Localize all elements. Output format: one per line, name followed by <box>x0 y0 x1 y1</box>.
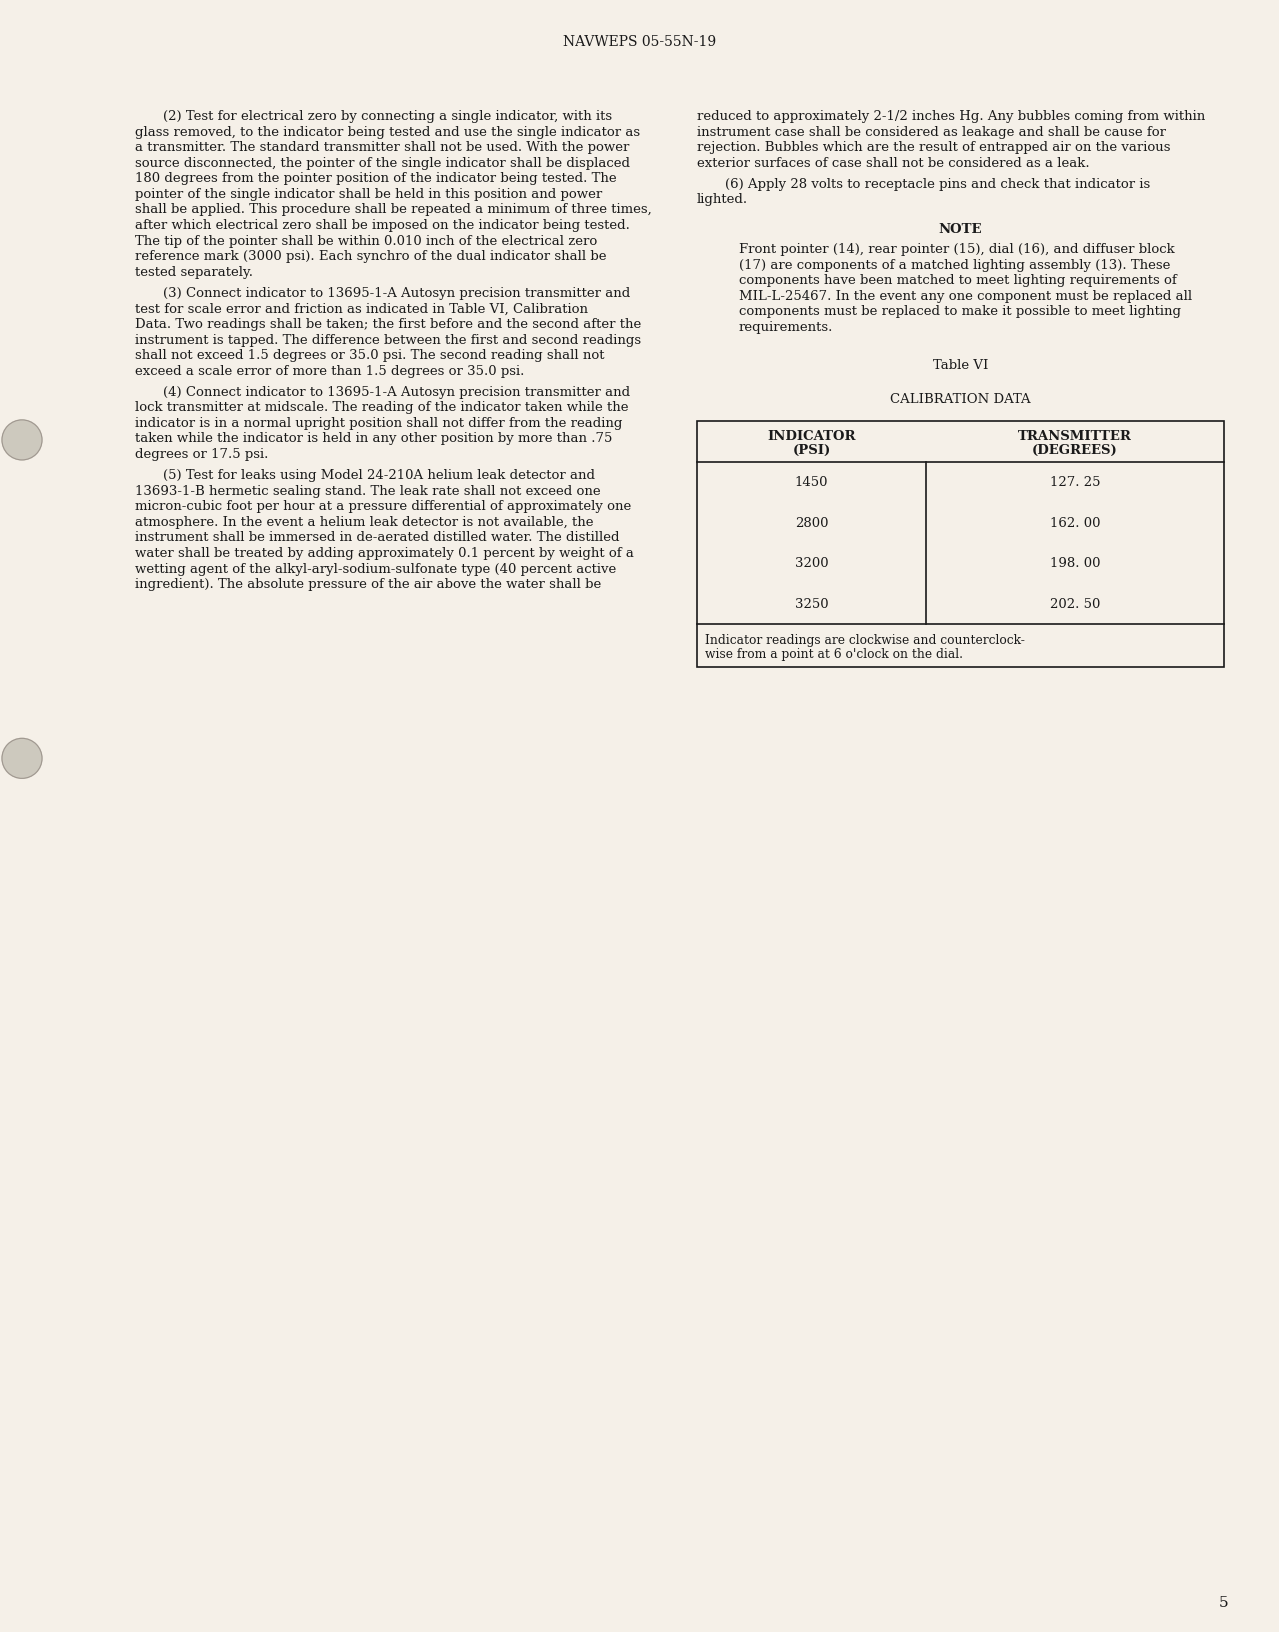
Text: INDICATOR: INDICATOR <box>767 429 856 442</box>
Text: taken while the indicator is held in any other position by more than .75: taken while the indicator is held in any… <box>136 432 613 446</box>
Text: lock transmitter at midscale. The reading of the indicator taken while the: lock transmitter at midscale. The readin… <box>136 401 628 415</box>
Text: wise from a point at 6 o'clock on the dial.: wise from a point at 6 o'clock on the di… <box>705 648 963 661</box>
Text: shall not exceed 1.5 degrees or 35.0 psi. The second reading shall not: shall not exceed 1.5 degrees or 35.0 psi… <box>136 349 605 362</box>
Text: The tip of the pointer shall be within 0.010 inch of the electrical zero: The tip of the pointer shall be within 0… <box>136 235 597 248</box>
Text: Front pointer (14), rear pointer (15), dial (16), and diffuser block: Front pointer (14), rear pointer (15), d… <box>739 243 1174 256</box>
Text: 198. 00: 198. 00 <box>1050 557 1100 570</box>
Text: (6) Apply 28 volts to receptacle pins and check that indicator is: (6) Apply 28 volts to receptacle pins an… <box>725 178 1150 191</box>
Text: instrument shall be immersed in de-aerated distilled water. The distilled: instrument shall be immersed in de-aerat… <box>136 530 619 543</box>
Text: (4) Connect indicator to 13695-1-A Autosyn precision transmitter and: (4) Connect indicator to 13695-1-A Autos… <box>162 385 629 398</box>
Text: wetting agent of the alkyl-aryl-sodium-sulfonate type (40 percent active: wetting agent of the alkyl-aryl-sodium-s… <box>136 563 616 574</box>
Text: instrument case shall be considered as leakage and shall be cause for: instrument case shall be considered as l… <box>697 126 1166 139</box>
Text: 1450: 1450 <box>794 477 829 490</box>
Text: (17) are components of a matched lighting assembly (13). These: (17) are components of a matched lightin… <box>739 258 1170 271</box>
Text: exterior surfaces of case shall not be considered as a leak.: exterior surfaces of case shall not be c… <box>697 157 1090 170</box>
Text: Indicator readings are clockwise and counterclock-: Indicator readings are clockwise and cou… <box>705 633 1024 646</box>
Text: degrees or 17.5 psi.: degrees or 17.5 psi. <box>136 447 269 460</box>
Circle shape <box>3 739 42 778</box>
Text: water shall be treated by adding approximately 0.1 percent by weight of a: water shall be treated by adding approxi… <box>136 547 634 560</box>
Text: (PSI): (PSI) <box>793 444 831 457</box>
Text: a transmitter. The standard transmitter shall not be used. With the power: a transmitter. The standard transmitter … <box>136 140 629 153</box>
Text: Table VI: Table VI <box>932 359 989 372</box>
Text: indicator is in a normal upright position shall not differ from the reading: indicator is in a normal upright positio… <box>136 416 623 429</box>
Text: (3) Connect indicator to 13695-1-A Autosyn precision transmitter and: (3) Connect indicator to 13695-1-A Autos… <box>162 287 631 300</box>
Text: 3250: 3250 <box>794 597 829 610</box>
Text: glass removed, to the indicator being tested and use the single indicator as: glass removed, to the indicator being te… <box>136 126 640 139</box>
Text: requirements.: requirements. <box>739 322 833 335</box>
Text: NAVWEPS 05-55N-19: NAVWEPS 05-55N-19 <box>563 34 716 49</box>
Bar <box>697 421 1224 667</box>
Text: (DEGREES): (DEGREES) <box>1032 444 1118 457</box>
Text: exceed a scale error of more than 1.5 degrees or 35.0 psi.: exceed a scale error of more than 1.5 de… <box>136 364 524 377</box>
Text: Data. Two readings shall be taken; the first before and the second after the: Data. Two readings shall be taken; the f… <box>136 318 641 331</box>
Text: 5: 5 <box>1219 1594 1229 1609</box>
Text: components have been matched to meet lighting requirements of: components have been matched to meet lig… <box>739 274 1177 287</box>
Text: 127. 25: 127. 25 <box>1050 477 1100 490</box>
Text: reduced to approximately 2-1/2 inches Hg. Any bubbles coming from within: reduced to approximately 2-1/2 inches Hg… <box>697 109 1205 122</box>
Text: 3200: 3200 <box>794 557 829 570</box>
Text: 202. 50: 202. 50 <box>1050 597 1100 610</box>
Text: 162. 00: 162. 00 <box>1050 516 1100 529</box>
Text: reference mark (3000 psi). Each synchro of the dual indicator shall be: reference mark (3000 psi). Each synchro … <box>136 250 606 263</box>
Text: TRANSMITTER: TRANSMITTER <box>1018 429 1132 442</box>
Text: rejection. Bubbles which are the result of entrapped air on the various: rejection. Bubbles which are the result … <box>697 140 1170 153</box>
Circle shape <box>3 421 42 460</box>
Text: MIL-L-25467. In the event any one component must be replaced all: MIL-L-25467. In the event any one compon… <box>739 289 1192 302</box>
Text: tested separately.: tested separately. <box>136 266 253 279</box>
Text: 2800: 2800 <box>794 516 829 529</box>
Text: micron-cubic foot per hour at a pressure differential of approximately one: micron-cubic foot per hour at a pressure… <box>136 499 632 512</box>
Text: source disconnected, the pointer of the single indicator shall be displaced: source disconnected, the pointer of the … <box>136 157 631 170</box>
Text: shall be applied. This procedure shall be repeated a minimum of three times,: shall be applied. This procedure shall b… <box>136 204 652 217</box>
Text: components must be replaced to make it possible to meet lighting: components must be replaced to make it p… <box>739 305 1181 318</box>
Text: (5) Test for leaks using Model 24-210A helium leak detector and: (5) Test for leaks using Model 24-210A h… <box>162 468 595 481</box>
Text: ingredient). The absolute pressure of the air above the water shall be: ingredient). The absolute pressure of th… <box>136 578 601 591</box>
Text: CALIBRATION DATA: CALIBRATION DATA <box>890 393 1031 406</box>
Text: lighted.: lighted. <box>697 193 748 206</box>
Text: test for scale error and friction as indicated in Table VI, Calibration: test for scale error and friction as ind… <box>136 302 588 315</box>
Text: after which electrical zero shall be imposed on the indicator being tested.: after which electrical zero shall be imp… <box>136 219 629 232</box>
Text: 13693-1-B hermetic sealing stand. The leak rate shall not exceed one: 13693-1-B hermetic sealing stand. The le… <box>136 485 601 498</box>
Text: (2) Test for electrical zero by connecting a single indicator, with its: (2) Test for electrical zero by connecti… <box>162 109 611 122</box>
Text: 180 degrees from the pointer position of the indicator being tested. The: 180 degrees from the pointer position of… <box>136 171 616 184</box>
Text: pointer of the single indicator shall be held in this position and power: pointer of the single indicator shall be… <box>136 188 602 201</box>
Text: NOTE: NOTE <box>939 222 982 235</box>
Text: instrument is tapped. The difference between the first and second readings: instrument is tapped. The difference bet… <box>136 333 641 346</box>
Text: atmosphere. In the event a helium leak detector is not available, the: atmosphere. In the event a helium leak d… <box>136 516 593 529</box>
